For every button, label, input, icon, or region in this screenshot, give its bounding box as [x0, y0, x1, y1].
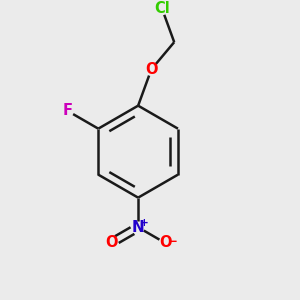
- Text: O: O: [159, 236, 171, 250]
- Text: Cl: Cl: [154, 1, 170, 16]
- Text: +: +: [140, 218, 149, 228]
- Text: O: O: [105, 236, 117, 250]
- Text: −: −: [167, 236, 177, 248]
- Text: O: O: [145, 62, 158, 77]
- Text: F: F: [62, 103, 73, 118]
- Text: N: N: [132, 220, 145, 235]
